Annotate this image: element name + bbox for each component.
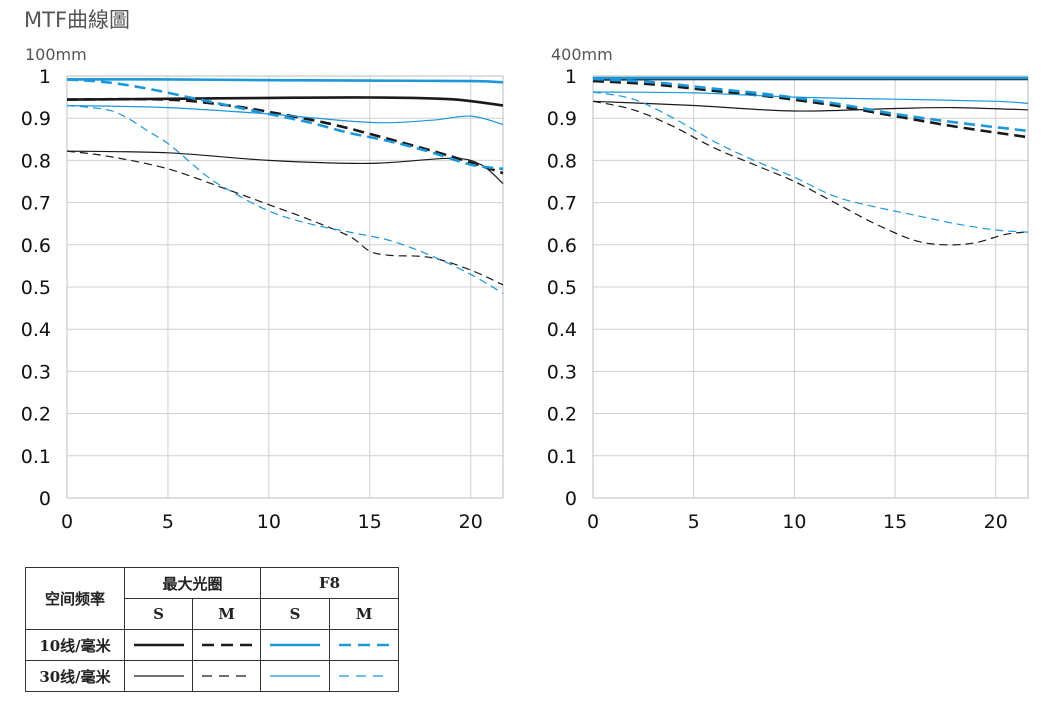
y-tick-label: 0.1 xyxy=(547,446,577,468)
legend-col-s: S xyxy=(124,598,193,630)
series-line-4 xyxy=(66,150,504,286)
series-line-7 xyxy=(66,104,504,126)
legend-swatch-30-max-s xyxy=(124,660,193,692)
legend-col-m: M xyxy=(192,598,261,630)
y-tick-label: 0.6 xyxy=(21,235,51,257)
legend-swatch-10-max-m xyxy=(192,629,261,661)
x-tick-label: 20 xyxy=(459,511,483,533)
legend-table: 空间频率 最大光圈 F8 S M S M 10线/毫米 30线/毫米 xyxy=(25,567,399,692)
x-tick-label: 0 xyxy=(61,511,73,533)
y-tick-label: 0.8 xyxy=(547,150,577,172)
y-tick-label: 0.5 xyxy=(547,277,577,299)
legend-swatch-30-max-m xyxy=(192,660,261,692)
x-tick-label: 0 xyxy=(587,511,599,533)
y-tick-label: 0.1 xyxy=(21,446,51,468)
x-tick-label: 10 xyxy=(782,511,806,533)
series-line-2 xyxy=(66,97,504,175)
plot-frame xyxy=(592,75,1029,499)
y-tick-label: 0 xyxy=(39,488,51,510)
series-line-8 xyxy=(66,104,504,294)
series-line-7 xyxy=(592,91,1029,104)
x-tick-label: 5 xyxy=(162,511,174,533)
y-tick-label: 0.9 xyxy=(547,108,577,130)
x-tick-label: 15 xyxy=(358,511,382,533)
legend-row-30: 30线/毫米 xyxy=(25,660,125,692)
series-line-3 xyxy=(66,150,504,185)
page-title: MTF曲線圖 xyxy=(24,8,131,32)
legend-header-max-aperture: 最大光圈 xyxy=(124,567,261,599)
series-line-6 xyxy=(66,78,504,171)
legend-header-f8: F8 xyxy=(260,567,399,599)
legend-row-10: 10线/毫米 xyxy=(25,629,125,661)
legend-swatch-10-max-s xyxy=(124,629,193,661)
y-tick-label: 0.4 xyxy=(21,319,51,341)
chart-subtitle: 400mm xyxy=(551,45,613,64)
y-tick-label: 0.2 xyxy=(547,404,577,426)
legend-swatch-30-f8-m xyxy=(329,660,399,692)
y-tick-label: 1 xyxy=(39,66,51,88)
series-line-4 xyxy=(592,100,1029,246)
y-tick-label: 0.7 xyxy=(21,193,51,215)
series-line-6 xyxy=(592,77,1029,133)
y-tick-label: 0 xyxy=(565,488,577,510)
x-tick-label: 20 xyxy=(984,511,1008,533)
plot-frame xyxy=(66,75,504,499)
x-tick-label: 5 xyxy=(688,511,700,533)
y-tick-label: 0.3 xyxy=(547,361,577,383)
x-tick-label: 10 xyxy=(257,511,281,533)
legend-col-s: S xyxy=(260,598,330,630)
series-line-1 xyxy=(66,96,504,107)
legend-swatch-30-f8-s xyxy=(260,660,330,692)
y-tick-label: 0.7 xyxy=(547,193,577,215)
series-line-3 xyxy=(592,100,1029,112)
legend-swatch-10-f8-m xyxy=(329,629,399,661)
y-tick-label: 0.3 xyxy=(21,361,51,383)
series-line-8 xyxy=(592,91,1029,233)
legend-header-frequency: 空间频率 xyxy=(25,567,125,630)
y-tick-label: 0.6 xyxy=(547,235,577,257)
y-tick-label: 1 xyxy=(565,66,577,88)
y-tick-label: 0.5 xyxy=(21,277,51,299)
series-line-5 xyxy=(66,78,504,84)
y-tick-label: 0.9 xyxy=(21,108,51,130)
y-tick-label: 0.4 xyxy=(547,319,577,341)
legend-col-m: M xyxy=(329,598,399,630)
chart-subtitle: 100mm xyxy=(25,45,87,64)
x-tick-label: 15 xyxy=(883,511,907,533)
legend-swatch-10-f8-s xyxy=(260,629,330,661)
y-tick-label: 0.2 xyxy=(21,404,51,426)
series-line-2 xyxy=(592,79,1029,139)
y-tick-label: 0.8 xyxy=(21,150,51,172)
